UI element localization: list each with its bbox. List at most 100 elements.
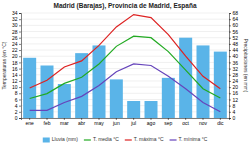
tick-mark <box>19 19 21 20</box>
tick: 60 <box>229 22 238 28</box>
grid-line <box>21 43 229 44</box>
bar <box>110 79 123 118</box>
tick: 8 <box>15 90 21 96</box>
tick: ago <box>147 118 156 126</box>
tick-mark <box>19 81 21 82</box>
grid-line <box>21 25 229 26</box>
tick-mark <box>229 19 231 20</box>
legend-swatch <box>125 139 132 140</box>
tick-label: 10 <box>12 84 18 90</box>
tick: 32 <box>12 16 21 22</box>
tick-mark <box>229 25 231 26</box>
tick-mark <box>229 38 231 39</box>
line <box>30 64 221 112</box>
tick: 20 <box>12 53 21 59</box>
grid <box>21 13 229 118</box>
tick-label: 28 <box>12 29 18 35</box>
tick-label: 64 <box>233 16 239 22</box>
title: Madrid (Barajas), Provincia de Madrid, E… <box>53 2 196 10</box>
legend-item: T. mínima °C <box>170 136 208 142</box>
tick-label: 60 <box>233 22 239 28</box>
tick-label: 26 <box>12 35 18 41</box>
tick: 24 <box>12 41 21 47</box>
axis-title: Precipitaciones (en mm) <box>243 39 249 93</box>
tick: 64 <box>229 16 238 22</box>
tick: 4 <box>229 109 236 115</box>
tick-label: mar <box>60 120 69 126</box>
tick-mark <box>229 44 231 45</box>
tick-mark <box>229 118 231 119</box>
tick: may <box>94 118 104 126</box>
tick-label: jun <box>112 120 120 126</box>
tick-mark <box>19 56 21 57</box>
tick: 12 <box>12 78 21 84</box>
tick-label: abr <box>78 120 86 126</box>
tick: feb <box>44 118 51 126</box>
tick: 6 <box>15 97 21 103</box>
tick-label: 24 <box>12 41 18 47</box>
tick-label: 16 <box>12 66 18 72</box>
tick: 48 <box>229 41 238 47</box>
legend-label: T. mínima °C <box>179 136 208 142</box>
tick-mark <box>229 99 231 100</box>
tick: 24 <box>229 78 238 84</box>
tick-label: 30 <box>12 22 18 28</box>
tick-label: sep <box>164 120 172 126</box>
tick-label: 4 <box>15 103 18 109</box>
tick-label: 4 <box>233 109 236 115</box>
tick-mark <box>19 93 21 94</box>
tick-label: 56 <box>233 29 239 35</box>
legend-label: T. media °C <box>93 136 119 142</box>
bar-series <box>23 38 227 118</box>
tick-label: 8 <box>15 90 18 96</box>
legend-swatch <box>170 139 177 140</box>
tick-label: 48 <box>233 41 239 47</box>
legend-item: T. media °C <box>84 136 119 142</box>
legend-item: Lluvia (mm) <box>43 136 78 142</box>
legend: Lluvia (mm) T. media °C T. máxima °C T. mín… <box>43 136 208 142</box>
tick-label: 0 <box>15 115 18 121</box>
tick-label: 6 <box>15 97 18 103</box>
tick-mark <box>19 112 21 113</box>
tick: 22 <box>12 47 21 53</box>
tick: oct <box>182 118 189 126</box>
tick: 32 <box>229 66 238 72</box>
tick-label: 12 <box>233 97 239 103</box>
bar <box>127 101 140 118</box>
axis-x: enefebmarabrmayjunjulagosepoctnovdic <box>22 118 230 126</box>
tick-mark <box>229 13 231 14</box>
legend-item: T. máxima °C <box>125 136 164 142</box>
chart: enefebmarabrmayjunjulagosepoctnovdic0246… <box>0 0 250 155</box>
tick: 16 <box>229 90 238 96</box>
tick: abr <box>78 118 86 126</box>
tick: 30 <box>12 22 21 28</box>
tick: 26 <box>12 35 21 41</box>
tick: 14 <box>12 72 21 78</box>
tick-mark <box>229 87 231 88</box>
tick: 0 <box>229 115 236 121</box>
axis-domain <box>230 14 232 119</box>
tick-mark <box>229 112 231 113</box>
tick: nov <box>199 118 208 126</box>
tick-mark <box>19 25 21 26</box>
tick-mark <box>229 69 231 70</box>
tick-label: 2 <box>15 109 18 115</box>
line <box>30 15 221 89</box>
tick-label: 24 <box>233 78 239 84</box>
tick-label: 32 <box>233 66 239 72</box>
tick-mark <box>19 118 21 119</box>
grid-line <box>21 37 229 38</box>
tick: 28 <box>12 29 21 35</box>
bar <box>197 45 210 118</box>
tick: 4 <box>15 103 21 109</box>
tick-label: oct <box>182 120 189 126</box>
tick-label: 0 <box>233 115 236 121</box>
tick-mark <box>19 38 21 39</box>
tick-label: 34 <box>12 10 18 16</box>
tick-label: 12 <box>12 78 18 84</box>
tick: 56 <box>229 29 238 35</box>
tick-mark <box>19 50 21 51</box>
bar <box>145 101 158 118</box>
axis-title: Temperaturas (en °C) <box>1 41 7 89</box>
tick: 44 <box>229 47 238 53</box>
